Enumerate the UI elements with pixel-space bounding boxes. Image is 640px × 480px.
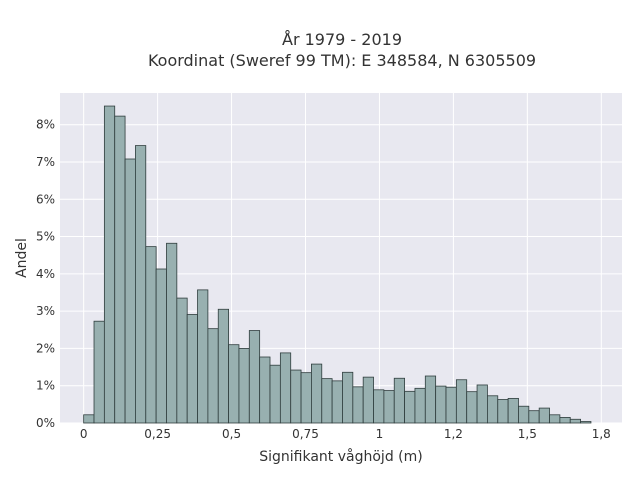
histogram-bar [311, 363, 323, 424]
histogram-bar [404, 390, 416, 424]
histogram-bar [497, 399, 509, 424]
chart-title: År 1979 - 2019 [282, 30, 402, 49]
x-axis-ticks: 0 0,25 0,5 0,75 1 1,2 1,5 1,8 [80, 427, 611, 441]
x-tick-label: 0 [80, 427, 88, 441]
histogram-bar [269, 364, 281, 424]
histogram-bar [487, 395, 499, 424]
histogram-bar [93, 320, 105, 424]
histogram-bar [176, 297, 188, 424]
histogram-bar [238, 348, 250, 424]
histogram-bar [528, 410, 540, 424]
y-tick-label: 2% [36, 341, 55, 355]
histogram-bar [476, 384, 488, 424]
histogram-bar [83, 414, 95, 424]
histogram-bar [290, 369, 302, 424]
y-tick-label: 1% [36, 379, 55, 393]
chart-subtitle: Koordinat (Sweref 99 TM): E 348584, N 63… [148, 51, 536, 70]
x-tick-label: 0,5 [222, 427, 241, 441]
y-tick-label: 3% [36, 304, 55, 318]
histogram-bar [145, 246, 157, 424]
histogram-bar [155, 268, 167, 424]
histogram-bar [135, 145, 147, 424]
histogram-bar [124, 158, 136, 424]
histogram-bar [228, 344, 240, 424]
y-tick-label: 4% [36, 267, 55, 281]
histogram-bar [435, 385, 447, 424]
histogram-bar [466, 391, 478, 424]
histogram-bar [569, 418, 581, 424]
bars [83, 105, 592, 424]
x-tick-label: 1 [376, 427, 384, 441]
histogram-bar [580, 421, 592, 424]
histogram-bar [362, 376, 374, 424]
histogram-bar [559, 417, 571, 424]
histogram-bar [445, 386, 457, 424]
histogram-bar [507, 397, 519, 424]
x-tick-label: 1,2 [444, 427, 463, 441]
histogram-bar [103, 105, 116, 424]
y-axis-ticks: 0% 1% 2% 3% 4% 5% 6% 7% 8% [36, 118, 55, 430]
x-tick-label: 0,25 [144, 427, 171, 441]
histogram-bar [279, 352, 292, 424]
histogram-bar [393, 377, 405, 424]
histogram-bar [414, 387, 426, 424]
histogram-bar [197, 289, 209, 424]
x-tick-label: 1,5 [518, 427, 537, 441]
histogram-bar [331, 380, 343, 424]
histogram-bar [424, 375, 437, 424]
histogram-bar [373, 389, 385, 424]
histogram-bar [259, 356, 271, 424]
histogram-bar [352, 386, 364, 424]
histogram-bar [383, 390, 395, 424]
x-axis-label: Signifikant våghöjd (m) [259, 448, 422, 465]
histogram-bar [518, 405, 530, 424]
histogram-bar [549, 414, 561, 424]
x-tick-label: 1,8 [592, 427, 611, 441]
histogram-bar [114, 115, 126, 424]
y-axis-label: Andel [14, 238, 30, 278]
histogram-bar [300, 372, 312, 424]
histogram-bar [455, 379, 468, 424]
y-tick-label: 6% [36, 192, 55, 206]
histogram-bar [321, 378, 333, 424]
histogram-bar [248, 330, 261, 424]
x-tick-label: 0,75 [292, 427, 319, 441]
histogram-bar [166, 242, 178, 424]
histogram-bar [186, 314, 198, 424]
y-tick-label: 5% [36, 230, 55, 244]
y-tick-label: 7% [36, 155, 55, 169]
histogram-bar [538, 407, 550, 424]
y-tick-label: 0% [36, 416, 55, 430]
histogram-bar [207, 328, 219, 424]
histogram-bar [217, 308, 230, 424]
histogram-bar [342, 371, 354, 424]
y-tick-label: 8% [36, 118, 55, 132]
